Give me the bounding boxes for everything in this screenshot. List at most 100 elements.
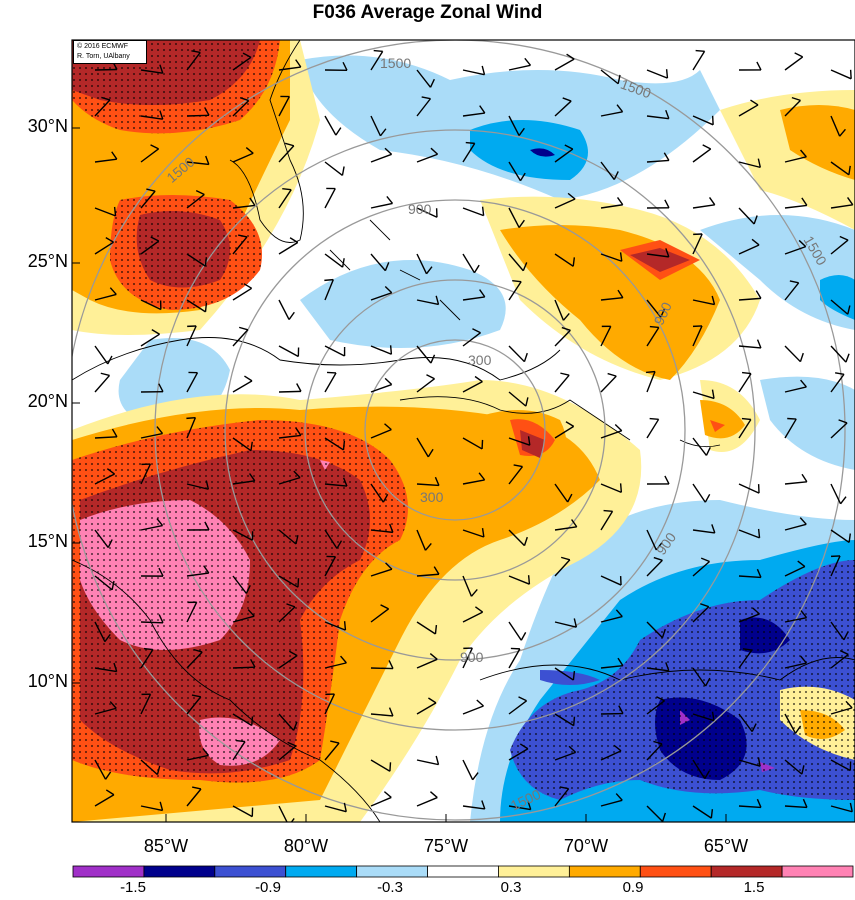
wind-barb — [370, 115, 382, 137]
colorbar-swatch — [710, 865, 783, 878]
wind-barb — [186, 572, 209, 577]
wind-barb-feather — [522, 262, 528, 272]
wind-barb — [278, 189, 292, 209]
wind-barb — [94, 794, 115, 807]
wind-barb — [554, 425, 575, 439]
wind-barb — [508, 391, 527, 407]
wind-barb-feather — [109, 287, 117, 295]
wind-barb — [324, 693, 336, 715]
wind-barb — [554, 526, 577, 531]
wind-barb — [232, 56, 252, 71]
wind-barb — [462, 529, 485, 538]
wind-barb-feather — [566, 53, 575, 60]
wind-barb-feather — [324, 278, 334, 282]
wind-barb-feather — [705, 447, 711, 456]
wind-barb — [278, 345, 299, 358]
wind-barb — [416, 98, 432, 117]
wind-barb — [646, 418, 660, 439]
wind-barb — [830, 345, 847, 363]
wind-barb — [94, 158, 117, 163]
colorbar-swatch — [639, 865, 712, 878]
wind-barb-feather — [380, 604, 389, 610]
wind-barb — [278, 241, 299, 255]
wind-barb-feather — [251, 716, 254, 726]
wind-barb — [784, 204, 807, 209]
wind-barb — [278, 96, 290, 117]
wind-barb-feather — [249, 197, 256, 206]
wind-barb-feather — [572, 716, 576, 726]
colorbar-swatch — [214, 865, 287, 878]
wind-barb — [692, 325, 703, 347]
wind-barb — [370, 153, 392, 163]
wind-barb-feather — [700, 603, 709, 608]
wind-barb — [738, 104, 759, 117]
wind-barb — [692, 529, 715, 534]
wind-barb-feather — [523, 352, 528, 362]
wind-barb — [600, 430, 622, 439]
wind-barb-feather — [111, 151, 118, 160]
wind-barb — [600, 483, 622, 493]
wind-barb-feather — [711, 115, 714, 125]
wind-barb-feather — [385, 562, 393, 570]
wind-barb — [784, 523, 807, 531]
wind-barb — [738, 345, 761, 349]
wind-barb — [416, 378, 435, 393]
wind-barb — [278, 745, 297, 761]
wind-barb — [554, 100, 572, 117]
wind-barb — [140, 621, 164, 624]
wind-barb — [94, 293, 117, 301]
wind-barb — [462, 69, 485, 76]
wind-barb-feather — [802, 798, 808, 808]
wind-barb-feather — [297, 578, 300, 588]
wind-barb — [462, 575, 473, 597]
wind-barb — [462, 143, 476, 163]
wind-barb-feather — [661, 812, 667, 822]
wind-barb — [232, 480, 255, 485]
wind-barb — [416, 207, 438, 218]
wind-barb — [462, 296, 485, 301]
wind-barb — [646, 327, 660, 347]
wind-barb-feather — [430, 354, 436, 364]
wind-barb-feather — [335, 127, 342, 136]
wind-barb — [370, 529, 393, 534]
wind-barb — [692, 148, 712, 163]
wind-barb — [186, 788, 202, 807]
colorbar-swatch — [498, 865, 570, 878]
wind-barb-feather — [384, 262, 390, 271]
lon-label-65w: 65°W — [703, 836, 749, 856]
wind-barb — [646, 115, 669, 120]
wind-barb-feather — [848, 165, 851, 175]
wind-barb — [830, 239, 849, 255]
wind-barb — [186, 325, 197, 347]
wind-barb — [324, 161, 343, 176]
wind-barb — [140, 649, 154, 669]
wind-barb — [324, 279, 334, 301]
colorbar-swatch — [427, 865, 499, 878]
wind-barb — [232, 152, 254, 163]
wind-barb-feather — [801, 473, 808, 483]
ring-label: 900 — [408, 201, 432, 217]
wind-barb-feather — [572, 257, 576, 267]
wind-barb — [646, 253, 669, 258]
wind-barb-feather — [845, 353, 850, 363]
wind-barb-feather — [424, 542, 432, 551]
wind-barb — [416, 345, 432, 364]
wind-barb — [600, 799, 623, 807]
wind-barb — [784, 282, 800, 301]
wind-barb — [738, 297, 761, 301]
wind-barb-feather — [239, 97, 249, 102]
map-fields: 300 300 900 900 900 900 1500 1500 1500 1… — [72, 40, 855, 822]
wind-barb — [508, 207, 520, 228]
wind-barb — [784, 662, 807, 669]
wind-barb — [600, 615, 623, 623]
wind-barb-feather — [428, 697, 437, 704]
wind-barb — [738, 575, 761, 579]
wind-barb — [738, 161, 761, 169]
wind-barb — [186, 161, 209, 166]
colorbar-label: 0.9 — [622, 879, 644, 896]
wind-barb — [784, 805, 807, 809]
wind-barb — [370, 429, 392, 439]
wind-barb — [462, 805, 485, 810]
wind-barb-feather — [568, 745, 577, 753]
colorbar — [72, 865, 854, 878]
